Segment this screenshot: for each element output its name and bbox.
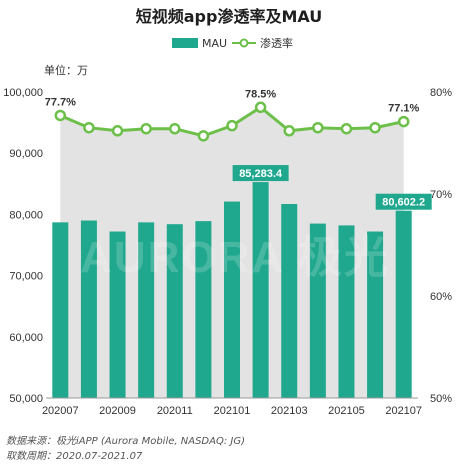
bar-labels-group: 85,283.4 80,602.2 bbox=[232, 165, 432, 210]
unit-label: 单位：万 bbox=[44, 63, 88, 77]
x-tick-label: 202007 bbox=[42, 405, 79, 417]
rate-point-202105 bbox=[340, 122, 353, 135]
bar-202009 bbox=[109, 231, 126, 398]
legend-mau-label: MAU bbox=[202, 37, 227, 50]
left-tick-label: 90,000 bbox=[9, 148, 43, 160]
right-tick-label: 70% bbox=[430, 189, 452, 201]
bar-202107 bbox=[395, 210, 412, 398]
left-tick-label: 70,000 bbox=[9, 271, 43, 283]
legend-rate-label: 渗透率 bbox=[260, 36, 293, 50]
rate-point-202012 bbox=[197, 130, 210, 142]
x-tick-label: 202009 bbox=[99, 405, 136, 417]
source-note: 数据来源：极光iAPP (Aurora Mobile, NASDAQ: JG) bbox=[6, 435, 245, 447]
rate-value-label: 77.7% bbox=[45, 96, 76, 108]
bar-202008 bbox=[80, 220, 97, 398]
bar-202010 bbox=[138, 222, 155, 398]
right-tick-label: 80% bbox=[430, 87, 452, 99]
point-labels-group: 77.7% 78.5% 77.1% bbox=[45, 88, 420, 114]
left-tick-label: 50,000 bbox=[9, 393, 43, 405]
bar-value-label: 80,602.2 bbox=[382, 197, 425, 209]
rate-point-202102 bbox=[254, 101, 267, 114]
right-axis: 50% 60% 70% 80% bbox=[430, 87, 452, 405]
rate-point-202011 bbox=[169, 122, 181, 135]
rate-value-label: 77.1% bbox=[388, 103, 419, 115]
bar-202102 bbox=[252, 182, 269, 398]
right-tick-label: 50% bbox=[430, 393, 452, 405]
legend-rate-marker bbox=[239, 38, 249, 48]
bar-202012 bbox=[195, 221, 212, 398]
bar-value-label: 85,283.4 bbox=[239, 168, 283, 180]
left-tick-label: 60,000 bbox=[9, 332, 43, 344]
bar-202105 bbox=[338, 225, 355, 398]
bar-202103 bbox=[281, 203, 298, 398]
rate-value-label: 78.5% bbox=[245, 88, 276, 100]
bar-202104 bbox=[309, 223, 326, 398]
left-axis: 50,000 60,000 70,000 80,000 90,000 100,000 bbox=[3, 87, 43, 405]
rate-point-202009 bbox=[111, 125, 124, 137]
watermark-logo: AURORA 极光 bbox=[80, 233, 390, 282]
rate-point-202106 bbox=[369, 121, 381, 134]
x-tick-label: 202107 bbox=[385, 405, 422, 417]
rate-point-202104 bbox=[312, 121, 324, 134]
left-tick-label: 80,000 bbox=[9, 209, 43, 221]
bar-202101 bbox=[224, 201, 240, 398]
rate-point-202103 bbox=[283, 125, 295, 137]
rate-point-202010 bbox=[140, 122, 152, 135]
bars-group bbox=[52, 182, 412, 398]
bar-label-box bbox=[232, 165, 289, 182]
rate-point-202101 bbox=[226, 119, 238, 132]
x-axis: 202007 202009 202011 202101 202103 202105 2021… bbox=[42, 397, 422, 417]
rate-point-202007 bbox=[54, 109, 67, 122]
x-tick-label: 202103 bbox=[271, 405, 308, 417]
period-note: 取数周期：2020.07-2021.07 bbox=[6, 450, 143, 462]
x-tick-label: 202105 bbox=[328, 405, 365, 417]
legend: MAU 渗透率 bbox=[172, 36, 293, 50]
x-tick-label: 202101 bbox=[214, 405, 251, 417]
rate-point-202008 bbox=[83, 121, 95, 134]
rate-line-group bbox=[54, 101, 410, 142]
x-tick-label: 202011 bbox=[157, 405, 193, 417]
bar-202007 bbox=[52, 222, 69, 398]
bar-202011 bbox=[166, 224, 183, 398]
right-tick-label: 60% bbox=[430, 291, 452, 303]
left-tick-label: 100,000 bbox=[3, 87, 43, 99]
rate-point-202107 bbox=[397, 115, 410, 128]
bar-label-box bbox=[375, 193, 432, 210]
bar-202106 bbox=[367, 231, 384, 398]
chart-title: 短视频app渗透率及MAU bbox=[136, 7, 323, 26]
legend-mau-swatch bbox=[172, 38, 198, 48]
